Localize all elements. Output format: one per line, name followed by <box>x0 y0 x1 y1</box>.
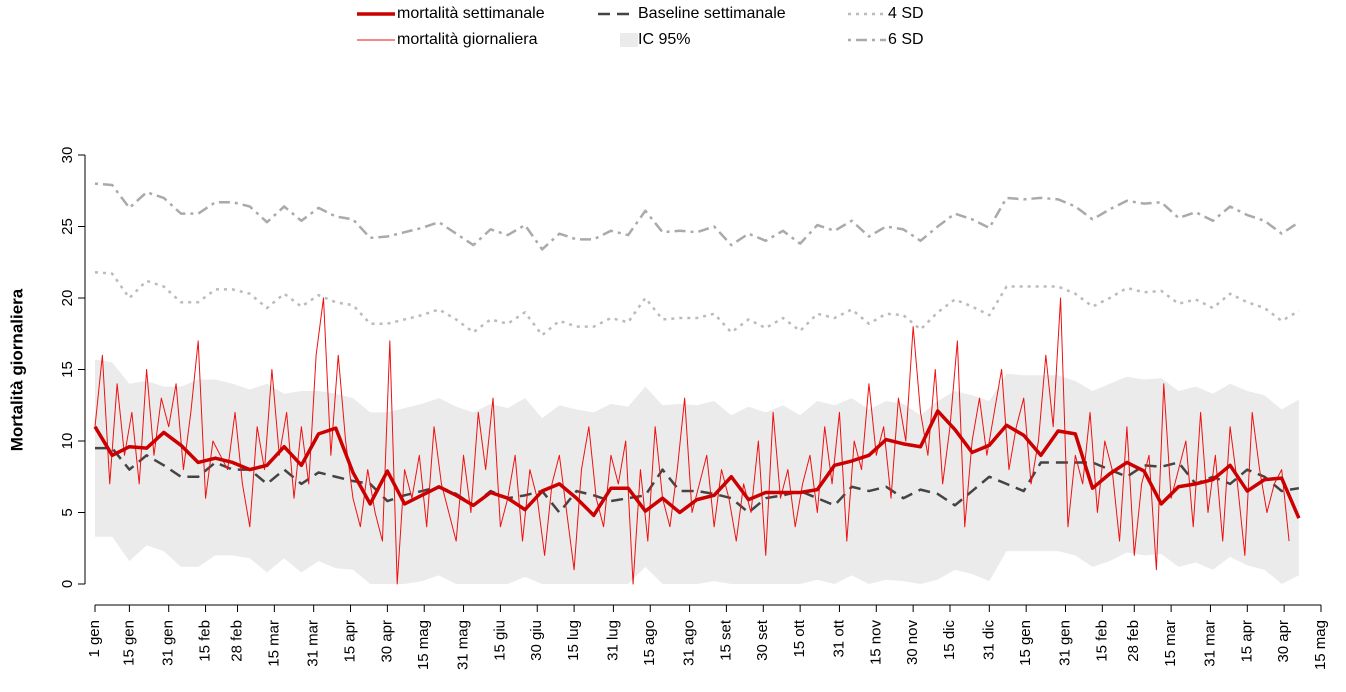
x-tick-label: 31 ago <box>681 620 698 666</box>
x-tick-label: 15 mar <box>1162 620 1179 667</box>
x-tick-label: 30 apr <box>1275 620 1292 663</box>
series-line <box>95 446 1300 514</box>
x-tick-label: 15 feb <box>1093 620 1110 662</box>
x-tick-label: 15 set <box>717 619 734 661</box>
x-tick-label: 15 giu <box>491 620 508 661</box>
x-tick-label: 30 set <box>754 619 771 661</box>
y-tick-label: 0 <box>59 580 76 588</box>
legend-swatch <box>620 33 638 47</box>
x-tick-label: 31 mag <box>455 620 472 670</box>
y-tick-label: 10 <box>59 433 76 450</box>
legend-label: mortalità settimanale <box>397 5 545 22</box>
x-tick-label: 31 mar <box>1201 620 1218 667</box>
legend-item: mortalità giornaliera <box>357 31 538 48</box>
x-tick-label: 15 dic <box>941 620 958 661</box>
x-tick-label: 31 dic <box>980 620 997 661</box>
x-tick-label: 31 ott <box>830 619 847 657</box>
x-tick-label: 15 mag <box>415 620 432 670</box>
legend-label: IC 95% <box>638 31 690 48</box>
y-tick-label: 5 <box>59 508 76 516</box>
x-tick-label: 15 gen <box>120 620 137 666</box>
x-tick-label: 30 apr <box>378 620 395 663</box>
y-axis-label: Mortalità giornaliera <box>7 288 26 451</box>
y-tick-label: 30 <box>59 147 76 164</box>
x-tick-label: 15 lug <box>565 620 582 661</box>
legend-label: 6 SD <box>888 31 924 48</box>
x-tick-label: 1 gen <box>86 620 103 658</box>
y-tick-label: 15 <box>59 361 76 378</box>
series-line <box>94 271 1300 337</box>
x-tick-label: 15 nov <box>867 620 884 666</box>
series-line <box>94 182 1300 251</box>
x-tick-label: 31 mar <box>305 620 322 667</box>
y-tick-label: 20 <box>59 290 76 307</box>
x-tick-label: 15 apr <box>341 620 358 663</box>
x-tick-label: 28 feb <box>1125 620 1142 662</box>
legend-item: 4 SD <box>848 5 924 22</box>
y-tick-label: 25 <box>59 218 76 235</box>
legend-item: mortalità settimanale <box>357 5 545 22</box>
confidence-band <box>95 359 1299 584</box>
series-line <box>94 297 1290 585</box>
plot-area <box>93 182 1301 585</box>
x-tick-label: 31 gen <box>1056 620 1073 666</box>
legend-label: 4 SD <box>888 5 924 22</box>
x-tick-label: 31 lug <box>604 620 621 661</box>
x-tick-label: 30 nov <box>904 620 921 666</box>
x-tick-label: 31 gen <box>160 620 177 666</box>
legend-item: 6 SD <box>848 31 924 48</box>
x-tick-label: 15 apr <box>1238 620 1255 663</box>
x-tick-label: 15 mar <box>265 620 282 667</box>
x-tick-label: 15 mag <box>1312 620 1329 670</box>
x-tick-label: 15 ago <box>641 620 658 666</box>
legend-item: IC 95% <box>620 31 690 48</box>
legend-label: mortalità giornaliera <box>397 31 538 48</box>
series-line <box>93 409 1301 519</box>
x-tick-label: 30 giu <box>528 620 545 661</box>
x-tick-label: 15 ott <box>791 619 808 657</box>
x-tick-label: 28 feb <box>228 620 245 662</box>
x-tick-label: 15 feb <box>197 620 214 662</box>
legend-label: Baseline settimanale <box>638 5 786 22</box>
x-tick-label: 15 gen <box>1017 620 1034 666</box>
legend-item: Baseline settimanale <box>598 5 786 22</box>
